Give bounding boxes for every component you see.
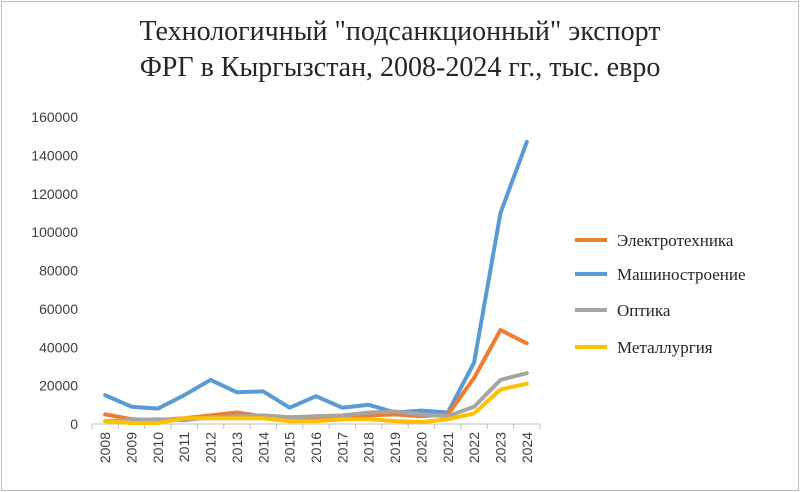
y-tick-label: 40000 (39, 339, 78, 355)
x-tick-label: 2012 (203, 432, 219, 463)
series-lines-group (103, 139, 529, 425)
chart-title: Технологичный "подсанкционный" экспорт Ф… (0, 14, 800, 86)
x-tick-label: 2021 (440, 432, 456, 463)
y-tick-label: 20000 (39, 378, 78, 394)
x-tick-label: 2020 (413, 432, 429, 463)
x-tick-label: 2017 (334, 432, 350, 463)
legend-label: Электротехника (617, 231, 734, 250)
y-tick-label: 100000 (31, 224, 78, 240)
axes-group: 0 20000 40000 60000 80000 100000 120000 140000 1… (31, 109, 541, 463)
series-line-4 (103, 381, 529, 425)
y-tick-label: 140000 (31, 147, 78, 163)
chart-title-line1: Технологичный "подсанкционный" экспорт (139, 16, 661, 47)
chart-title-line2: ФРГ в Кыргызстан, 2008-2024 гг., тыс. ев… (139, 52, 661, 83)
x-tick-label: 2023 (492, 432, 508, 463)
legend: Электротехника Машиностроение Оптика Металл… (575, 231, 746, 357)
series-line-1 (103, 328, 529, 423)
x-tick-label: 2014 (255, 432, 271, 463)
x-tick-label: 2019 (387, 432, 403, 463)
x-tick-label: 2009 (124, 432, 140, 463)
y-tick-label: 60000 (39, 301, 78, 317)
legend-label: Металлургия (617, 338, 713, 357)
legend-label: Машиностроение (617, 265, 746, 284)
x-tick-label: 2018 (361, 432, 377, 463)
x-tick-label: 2008 (97, 432, 113, 463)
y-tick-label: 120000 (31, 186, 78, 202)
x-tick-label: 2015 (282, 432, 298, 463)
x-tick-label: 2013 (229, 432, 245, 463)
x-tick-label: 2022 (466, 432, 482, 463)
legend-label: Оптика (617, 301, 671, 320)
x-tick-label: 2016 (308, 432, 324, 463)
series-line-2 (103, 139, 529, 415)
x-tick-label: 2010 (150, 432, 166, 463)
x-tick-label: 2024 (519, 432, 535, 463)
x-tick-label: 2011 (176, 432, 192, 462)
y-tick-label: 80000 (39, 263, 78, 279)
y-tick-label: 0 (70, 416, 78, 432)
y-tick-label: 160000 (31, 109, 78, 125)
